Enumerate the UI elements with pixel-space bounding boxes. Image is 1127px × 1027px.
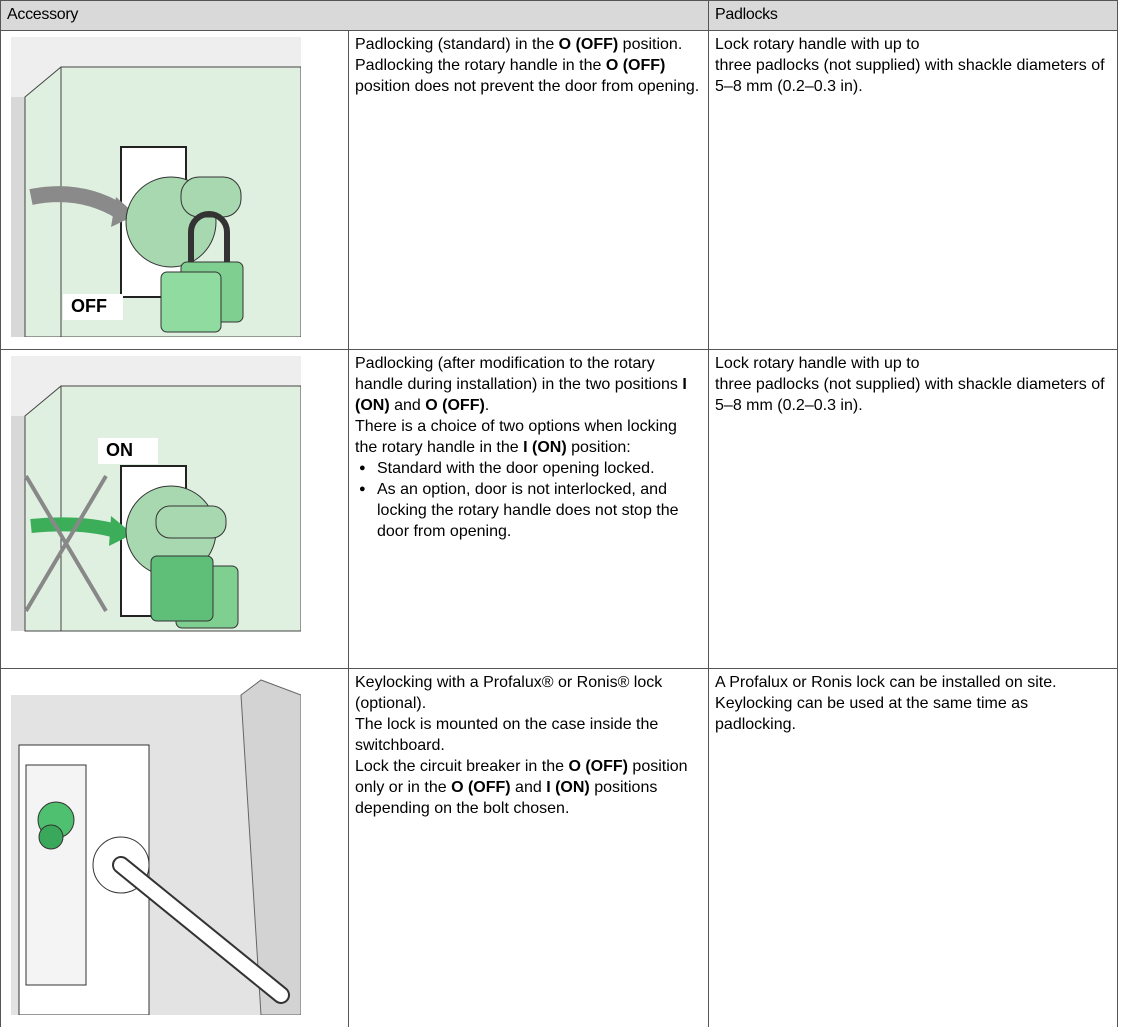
text-run: Padlocking the rotary handle in the <box>355 57 606 74</box>
illustration-shape <box>11 416 25 631</box>
illustration <box>11 675 301 1015</box>
illustration-shape <box>151 556 213 621</box>
illustration-cell <box>1 669 349 1027</box>
bullet-item: Standard with the door opening locked. <box>355 458 702 479</box>
table-row: ON Padlocking (after modification to the … <box>1 350 1118 669</box>
text-run: Standard with the door opening locked. <box>377 460 655 477</box>
bold-run: O (OFF) <box>606 57 666 74</box>
paragraph: Padlocking (after modification to the ro… <box>355 353 702 416</box>
bold-run: O (OFF) <box>425 397 485 414</box>
bold-run: O (OFF) <box>559 36 619 53</box>
header-cell: Padlocks <box>709 1 1118 31</box>
paragraph: three padlocks (not supplied) with shack… <box>715 55 1111 97</box>
table-row: Keylocking with a Profalux® or Ronis® lo… <box>1 669 1118 1027</box>
padlocks-cell: A Profalux or Ronis lock can be installe… <box>709 669 1118 1027</box>
bold-run: I (ON) <box>546 779 590 796</box>
paragraph: Lock rotary handle with up to <box>715 34 1111 55</box>
text-run: position. <box>618 36 682 53</box>
paragraph: Keylocking with a Profalux® or Ronis® lo… <box>355 672 702 714</box>
text-run: and <box>511 779 547 796</box>
text-run: and <box>390 397 426 414</box>
description-cell: Padlocking (standard) in the O (OFF) pos… <box>349 31 709 350</box>
illustration-shape <box>39 825 63 849</box>
text-run: As an option, door is not interlocked, a… <box>377 481 679 540</box>
text-run: . <box>485 397 489 414</box>
illustration-label: ON <box>106 440 133 460</box>
header-cell: Accessory <box>1 1 709 31</box>
paragraph: Lock rotary handle with up to <box>715 353 1111 374</box>
table-row: OFF Padlocking (standard) in the O (OFF) … <box>1 31 1118 350</box>
bold-run: I (ON) <box>523 439 567 456</box>
header-row: Accessory Padlocks <box>1 1 1118 31</box>
paragraph: A Profalux or Ronis lock can be installe… <box>715 672 1111 735</box>
paragraph: There is a choice of two options when lo… <box>355 416 702 458</box>
bold-run: O (OFF) <box>568 758 628 775</box>
illustration-shape <box>11 97 25 337</box>
illustration-cell: OFF <box>1 31 349 350</box>
bullet-item: As an option, door is not interlocked, a… <box>355 479 702 542</box>
illustration-shape <box>156 506 226 538</box>
text-run: Padlocking (standard) in the <box>355 36 559 53</box>
paragraph: Padlocking the rotary handle in the O (O… <box>355 55 702 97</box>
text-run: Lock the circuit breaker in the <box>355 758 568 775</box>
text-run: position: <box>567 439 631 456</box>
paragraph: Padlocking (standard) in the O (OFF) pos… <box>355 34 702 55</box>
text-run: position does not prevent the door from … <box>355 78 699 95</box>
illustration-cell: ON <box>1 350 349 669</box>
illustration: ON <box>11 356 301 656</box>
illustration-shape <box>181 177 241 217</box>
illustration: OFF <box>11 37 301 337</box>
text-run: Padlocking (after modification to the ro… <box>355 355 682 393</box>
text-run: Keylocking with a Profalux® or Ronis® lo… <box>355 674 662 712</box>
paragraph: three padlocks (not supplied) with shack… <box>715 374 1111 416</box>
illustration-shape <box>26 765 86 985</box>
text-run: The lock is mounted on the case inside t… <box>355 716 658 754</box>
illustration-label: OFF <box>71 296 107 316</box>
description-cell: Padlocking (after modification to the ro… <box>349 350 709 669</box>
paragraph: The lock is mounted on the case inside t… <box>355 714 702 756</box>
bold-run: O (OFF) <box>451 779 511 796</box>
page: Accessory Padlocks OFF Padlocking (standa… <box>0 0 1127 986</box>
paragraph: Lock the circuit breaker in the O (OFF) … <box>355 756 702 819</box>
illustration-shape <box>161 272 221 332</box>
description-cell: Keylocking with a Profalux® or Ronis® lo… <box>349 669 709 1027</box>
